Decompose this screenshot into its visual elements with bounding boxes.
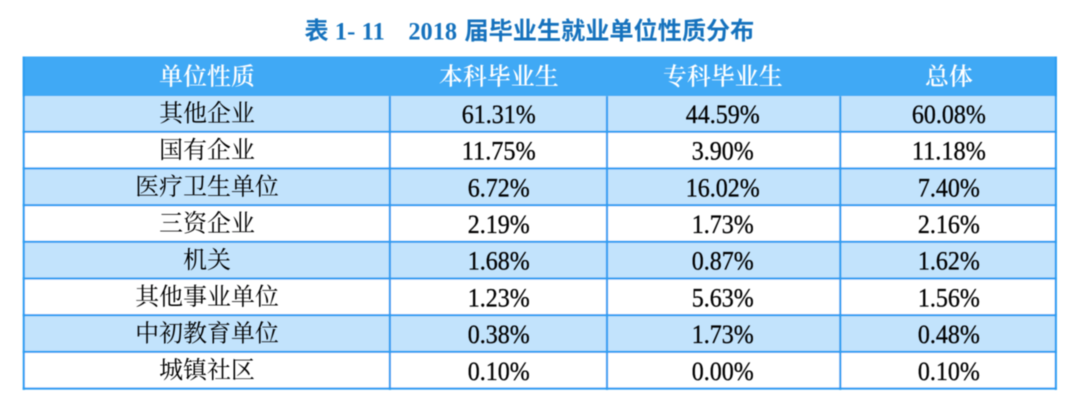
svg-text:1.73%: 1.73% (692, 209, 754, 239)
svg-text:0.10%: 0.10% (918, 356, 980, 386)
svg-text:1.62%: 1.62% (918, 246, 980, 276)
svg-text:2.19%: 2.19% (468, 209, 530, 239)
svg-text:1.56%: 1.56% (918, 282, 980, 312)
svg-text:61.31%: 61.31% (462, 99, 536, 129)
svg-text:1.68%: 1.68% (468, 246, 530, 276)
svg-text:1.73%: 1.73% (692, 319, 754, 349)
svg-text:2.16%: 2.16% (918, 209, 980, 239)
svg-text:60.08%: 60.08% (912, 99, 986, 129)
svg-text:7.40%: 7.40% (918, 172, 980, 202)
svg-text:0.10%: 0.10% (468, 356, 530, 386)
svg-text:0.87%: 0.87% (692, 246, 754, 276)
svg-text:5.63%: 5.63% (692, 282, 754, 312)
svg-text:1- 11: 1- 11 (335, 18, 385, 45)
svg-text:3.90%: 3.90% (692, 136, 754, 166)
svg-text:11.75%: 11.75% (462, 136, 536, 166)
svg-text:0.48%: 0.48% (918, 319, 980, 349)
svg-text:44.59%: 44.59% (686, 99, 760, 129)
svg-text:0.00%: 0.00% (692, 356, 754, 386)
svg-text:11.18%: 11.18% (912, 136, 986, 166)
svg-text:6.72%: 6.72% (468, 172, 530, 202)
svg-text:1.23%: 1.23% (468, 282, 530, 312)
svg-text:16.02%: 16.02% (686, 172, 760, 202)
svg-text:2018: 2018 (408, 18, 457, 45)
svg-text:0.38%: 0.38% (468, 319, 530, 349)
